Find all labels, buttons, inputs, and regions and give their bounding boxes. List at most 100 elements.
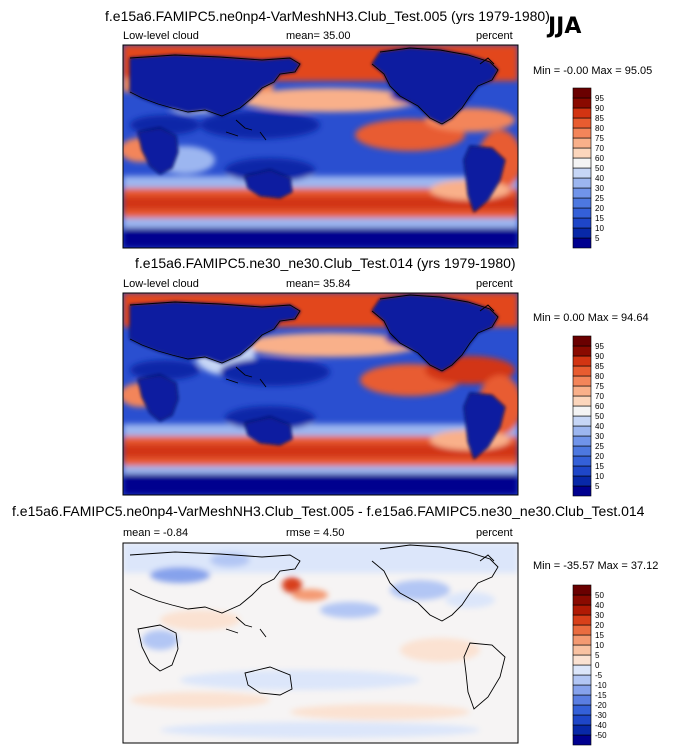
colorbar-tick-label: -10: [595, 681, 607, 690]
colorbar-tick-label: 70: [595, 392, 604, 401]
colorbar-swatch: [572, 465, 592, 477]
colorbar-tick-label: 15: [595, 631, 604, 640]
colorbar-swatch: [572, 475, 592, 487]
panel1-variable-label: Low-level cloud: [123, 30, 199, 42]
colorbar-swatch: [572, 734, 592, 746]
colorbar-tick-label: 60: [595, 402, 604, 411]
panel3-title: f.e15a6.FAMIPC5.ne0np4-VarMeshNH3.Club_T…: [12, 503, 645, 519]
colorbar-swatch: [572, 127, 592, 139]
colorbar-tick-label: 85: [595, 362, 604, 371]
colorbar-swatch: [572, 634, 592, 646]
colorbar-tick-label: 5: [595, 482, 600, 491]
colorbar-swatch: [572, 197, 592, 209]
colorbar-tick-label: 30: [595, 611, 604, 620]
colorbar-swatch: [572, 624, 592, 636]
colorbar-swatch: [572, 385, 592, 397]
panel3-minmax-label: Min = -35.57 Max = 37.12: [533, 560, 659, 572]
colorbar-swatch: [572, 217, 592, 229]
colorbar-tick-label: 50: [595, 591, 604, 600]
colorbar-swatch: [572, 594, 592, 606]
colorbar-tick-label: 20: [595, 621, 604, 630]
colorbar-swatch: [572, 117, 592, 129]
colorbar-swatch: [572, 177, 592, 189]
colorbar-swatch: [572, 157, 592, 169]
panel3-frame: [122, 542, 519, 744]
panel3-rmse-label: rmse = 4.50: [286, 527, 345, 539]
colorbar-swatch: [572, 445, 592, 457]
panel2-mean-label: mean= 35.84: [286, 278, 351, 290]
colorbar-tick-label: 90: [595, 352, 604, 361]
colorbar-tick-label: 80: [595, 372, 604, 381]
colorbar-swatch: [572, 335, 592, 347]
colorbar-swatch: [572, 674, 592, 686]
colorbar-tick-label: 50: [595, 164, 604, 173]
colorbar-swatch: [572, 97, 592, 109]
colorbar-swatch: [572, 684, 592, 696]
colorbar-swatch: [572, 485, 592, 497]
colorbar-tick-label: 20: [595, 204, 604, 213]
colorbar-swatch: [572, 87, 592, 99]
colorbar-swatch: [572, 425, 592, 437]
colorbar-swatch: [572, 714, 592, 726]
colorbar-tick-label: 20: [595, 452, 604, 461]
colorbar-tick-label: 70: [595, 144, 604, 153]
colorbar-tick-label: 95: [595, 342, 604, 351]
colorbar-swatch: [572, 207, 592, 219]
panel2-units-label: percent: [476, 278, 513, 290]
colorbar-tick-label: 90: [595, 104, 604, 113]
colorbar-swatch: [572, 614, 592, 626]
colorbar-swatch: [572, 654, 592, 666]
colorbar-tick-label: 40: [595, 174, 604, 183]
colorbar-swatch: [572, 107, 592, 119]
colorbar-tick-label: 30: [595, 432, 604, 441]
season-label: JJA: [548, 14, 582, 39]
colorbar-swatch: [572, 395, 592, 407]
panel1-units-label: percent: [476, 30, 513, 42]
colorbar-tick-label: -5: [595, 671, 603, 680]
colorbar-swatch: [572, 237, 592, 249]
panel3-map: [123, 543, 518, 743]
panel2-frame: [122, 292, 519, 496]
colorbar-tick-label: 5: [595, 651, 600, 660]
colorbar-tick-label: 85: [595, 114, 604, 123]
panel2-title: f.e15a6.FAMIPC5.ne30_ne30.Club_Test.014 …: [135, 255, 516, 271]
colorbar-swatch: [572, 704, 592, 716]
colorbar-swatch: [572, 187, 592, 199]
colorbar-swatch: [572, 644, 592, 656]
colorbar-tick-label: -30: [595, 711, 607, 720]
colorbar-tick-label: 40: [595, 422, 604, 431]
colorbar-tick-label: -40: [595, 721, 607, 730]
colorbar-swatch: [572, 724, 592, 736]
panel2-minmax-label: Min = 0.00 Max = 94.64: [533, 312, 649, 324]
colorbar-tick-label: 75: [595, 134, 604, 143]
panel2-map: [123, 293, 518, 495]
colorbar-tick-label: 75: [595, 382, 604, 391]
colorbar-swatch: [572, 415, 592, 427]
panel1-mean-label: mean= 35.00: [286, 30, 351, 42]
colorbar-tick-label: -15: [595, 691, 607, 700]
colorbar-swatch: [572, 604, 592, 616]
colorbar-tick-label: 40: [595, 601, 604, 610]
colorbar-swatch: [572, 664, 592, 676]
panel1-frame: [122, 44, 519, 249]
colorbar-tick-label: 5: [595, 234, 600, 243]
colorbar-tick-label: -20: [595, 701, 607, 710]
colorbar-swatch: [572, 345, 592, 357]
panel3-units-label: percent: [476, 527, 513, 539]
panel1-map: [123, 45, 518, 248]
colorbar-tick-label: 80: [595, 124, 604, 133]
colorbar-tick-label: -50: [595, 731, 607, 740]
colorbar-swatch: [572, 375, 592, 387]
colorbar-swatch: [572, 694, 592, 706]
colorbar-tick-label: 10: [595, 641, 604, 650]
colorbar-swatch: [572, 167, 592, 179]
colorbar-swatch: [572, 435, 592, 447]
panel3-mean-label: mean = -0.84: [123, 527, 189, 539]
colorbar-tick-label: 0: [595, 661, 600, 670]
colorbar-swatch: [572, 584, 592, 596]
colorbar-swatch: [572, 355, 592, 367]
